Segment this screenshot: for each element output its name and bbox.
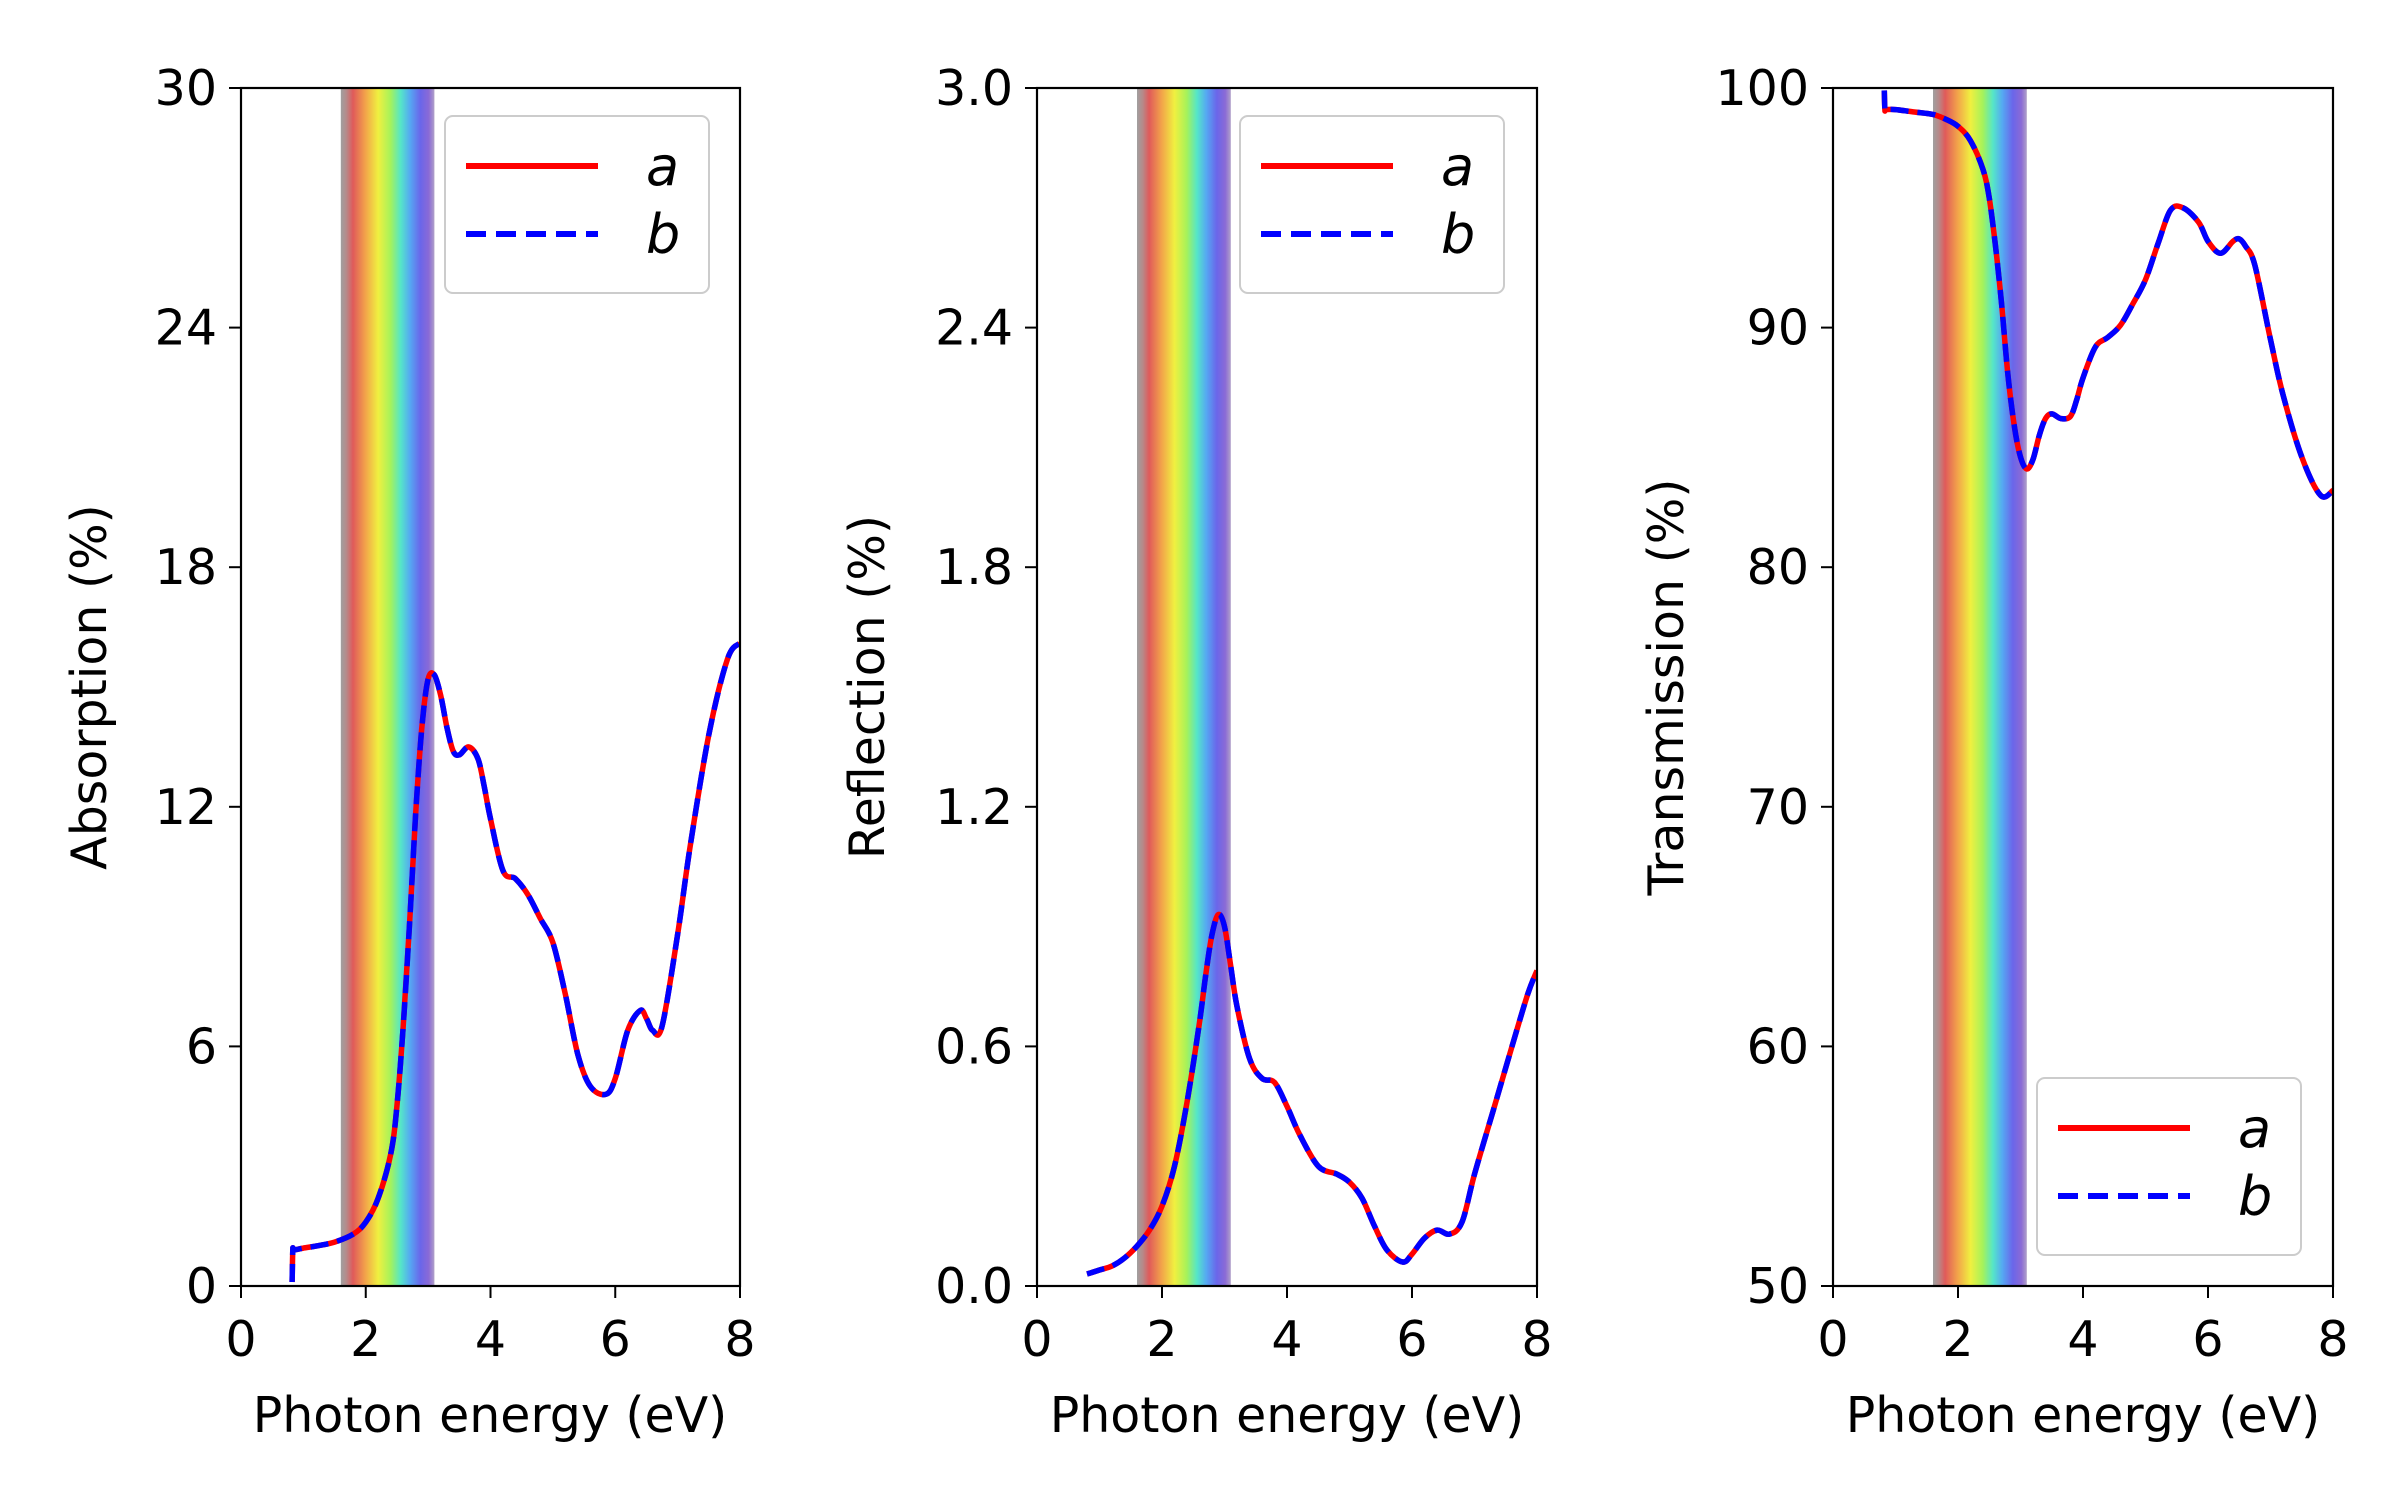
x-tick-label: 8 — [724, 1311, 755, 1368]
panel-transmission: 50 60 70 80 90 100 0 2 4 6 8 Photon ener… — [1638, 60, 2349, 1444]
x-axis-label: Photon energy (eV) — [1050, 1387, 1525, 1444]
x-tick-label: 4 — [1271, 1311, 1302, 1368]
y-axis-label: Absorption (%) — [61, 504, 118, 870]
legend-label-b: b — [646, 203, 680, 266]
series-b-line — [1086, 911, 1537, 1277]
y-tick-label: 0.6 — [935, 1018, 1013, 1075]
x-tick-label: 2 — [350, 1311, 381, 1368]
legend-box — [444, 115, 710, 294]
x-ticks: 0 2 4 6 8 — [1021, 1286, 1553, 1368]
y-tick-label: 70 — [1747, 779, 1809, 836]
panel-reflection: 0.0 0.6 1.2 1.8 2.4 3.0 0 2 4 6 8 Photon… — [839, 60, 1553, 1444]
x-tick-label: 2 — [1146, 1311, 1177, 1368]
series-layer — [1881, 90, 2333, 500]
vis-band — [1933, 88, 2027, 1286]
legend-label-a: a — [1441, 135, 1474, 198]
y-tick-label: 1.2 — [935, 779, 1013, 836]
legend: a b — [444, 115, 710, 294]
y-tick-label: 2.4 — [935, 300, 1013, 357]
x-tick-label: 6 — [600, 1311, 631, 1368]
series-b-line — [289, 641, 740, 1283]
x-tick-label: 0 — [1021, 1311, 1052, 1368]
panel-absorption: 0 6 12 18 24 30 0 2 4 6 8 Photon energy … — [61, 60, 756, 1444]
legend-label-a: a — [646, 135, 679, 198]
legend-label-b: b — [1441, 203, 1475, 266]
x-tick-label: 6 — [2192, 1311, 2223, 1368]
x-tick-label: 4 — [475, 1311, 506, 1368]
y-ticks: 0.0 0.6 1.2 1.8 2.4 3.0 — [935, 60, 1037, 1315]
y-tick-label: 1.8 — [935, 539, 1013, 596]
x-tick-label: 0 — [225, 1311, 256, 1368]
y-tick-label: 12 — [155, 779, 217, 836]
series-layer — [1086, 911, 1537, 1277]
y-tick-label: 80 — [1747, 539, 1809, 596]
y-tick-label: 50 — [1747, 1258, 1809, 1315]
x-tick-label: 8 — [1521, 1311, 1552, 1368]
legend: a b — [2036, 1077, 2302, 1256]
vis-band — [1137, 88, 1231, 1286]
legend-label-b: b — [2238, 1165, 2272, 1228]
y-tick-label: 3.0 — [935, 60, 1013, 117]
y-tick-label: 0.0 — [935, 1258, 1013, 1315]
y-axis-label: Transmission (%) — [1638, 479, 1695, 897]
x-axis-label: Photon energy (eV) — [253, 1387, 728, 1444]
legend-box — [2036, 1077, 2302, 1256]
x-tick-label: 8 — [2317, 1311, 2348, 1368]
y-axis-label: Reflection (%) — [839, 515, 896, 859]
y-tick-label: 24 — [155, 300, 217, 357]
y-tick-label: 100 — [1715, 60, 1809, 117]
x-axis-label: Photon energy (eV) — [1846, 1387, 2321, 1444]
x-ticks: 0 2 4 6 8 — [1817, 1286, 2349, 1368]
x-tick-label: 0 — [1817, 1311, 1848, 1368]
x-tick-label: 2 — [1942, 1311, 1973, 1368]
x-tick-label: 4 — [2067, 1311, 2098, 1368]
y-tick-label: 18 — [155, 539, 217, 596]
x-ticks: 0 2 4 6 8 — [225, 1286, 756, 1368]
y-tick-label: 60 — [1747, 1018, 1809, 1075]
y-tick-label: 90 — [1747, 300, 1809, 357]
y-tick-label: 6 — [186, 1018, 217, 1075]
series-b-line — [1881, 90, 2333, 500]
series-layer — [289, 641, 740, 1283]
legend-label-a: a — [2238, 1097, 2271, 1160]
vis-band — [340, 88, 435, 1286]
y-ticks: 50 60 70 80 90 100 — [1715, 60, 1833, 1315]
y-ticks: 0 6 12 18 24 30 — [155, 60, 241, 1315]
x-tick-label: 6 — [1396, 1311, 1427, 1368]
y-tick-label: 30 — [155, 60, 217, 117]
legend: a b — [1239, 115, 1505, 294]
legend-box — [1239, 115, 1505, 294]
y-tick-label: 0 — [186, 1258, 217, 1315]
